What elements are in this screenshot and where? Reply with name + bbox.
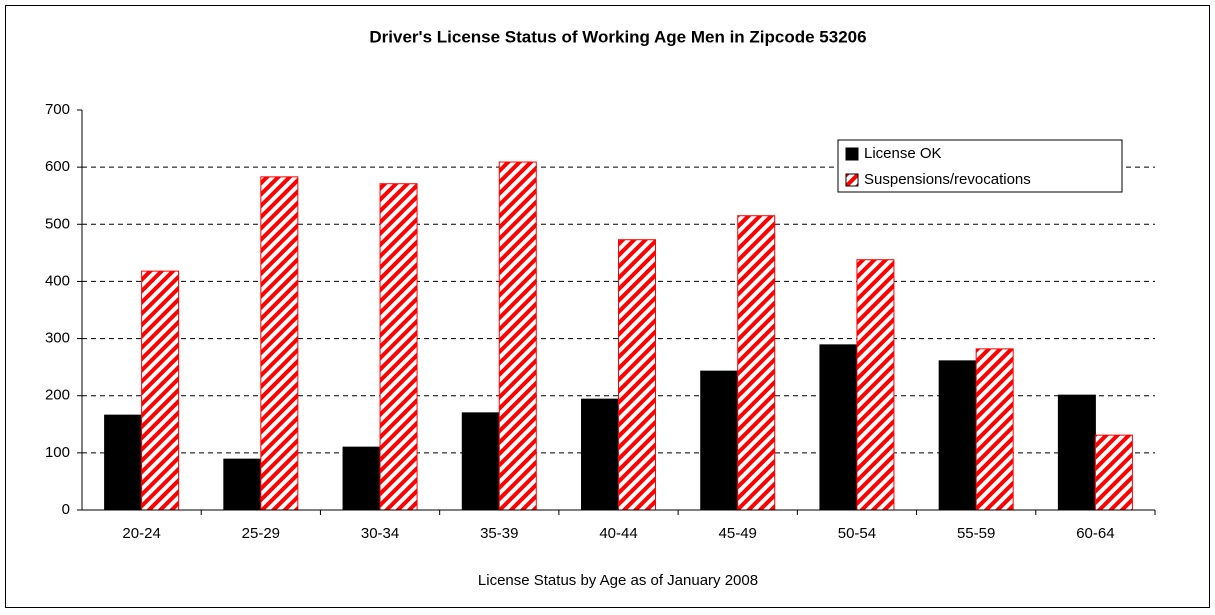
bar <box>260 176 299 511</box>
bar <box>938 360 977 511</box>
bar <box>856 259 895 511</box>
legend-swatch <box>845 173 859 187</box>
bar <box>1057 394 1096 511</box>
y-tick-label: 200 <box>45 387 70 404</box>
y-tick-label: 700 <box>45 101 70 118</box>
bar <box>618 239 656 511</box>
y-tick-label: 400 <box>45 272 70 289</box>
bar <box>223 458 262 511</box>
bar <box>104 414 143 511</box>
x-tick-label: 20-24 <box>122 525 160 542</box>
y-tick-label: 300 <box>45 330 70 347</box>
y-tick-label: 500 <box>45 215 70 232</box>
legend-swatch <box>845 147 859 161</box>
bar <box>700 370 739 511</box>
x-tick-label: 40-44 <box>599 525 637 542</box>
bar <box>342 446 381 511</box>
y-tick-label: 0 <box>62 501 70 518</box>
x-tick-label: 35-39 <box>480 525 518 542</box>
legend-box <box>837 139 1123 193</box>
x-tick-label: 30-34 <box>361 525 399 542</box>
x-tick-label: 50-54 <box>838 525 876 542</box>
x-tick-label: 55-59 <box>957 525 995 542</box>
x-axis-label: License Status by Age as of January 2008 <box>478 572 758 589</box>
chart-title: Driver's License Status of Working Age M… <box>369 27 866 46</box>
legend-label: License OK <box>864 145 942 162</box>
bar <box>819 344 858 511</box>
bar <box>379 183 418 511</box>
y-tick-label: 600 <box>45 158 70 175</box>
legend-label: Suspensions/revocations <box>864 171 1031 188</box>
bar <box>737 215 776 511</box>
bar <box>498 161 537 511</box>
x-tick-label: 60-64 <box>1076 525 1114 542</box>
x-tick-label: 25-29 <box>242 525 280 542</box>
y-tick-label: 100 <box>45 444 70 461</box>
bar <box>1094 434 1133 511</box>
bar <box>461 412 500 511</box>
chart-border <box>5 5 1210 608</box>
bar <box>975 348 1014 511</box>
bar <box>581 398 619 511</box>
x-tick-label: 45-49 <box>719 525 757 542</box>
bar <box>141 270 180 511</box>
